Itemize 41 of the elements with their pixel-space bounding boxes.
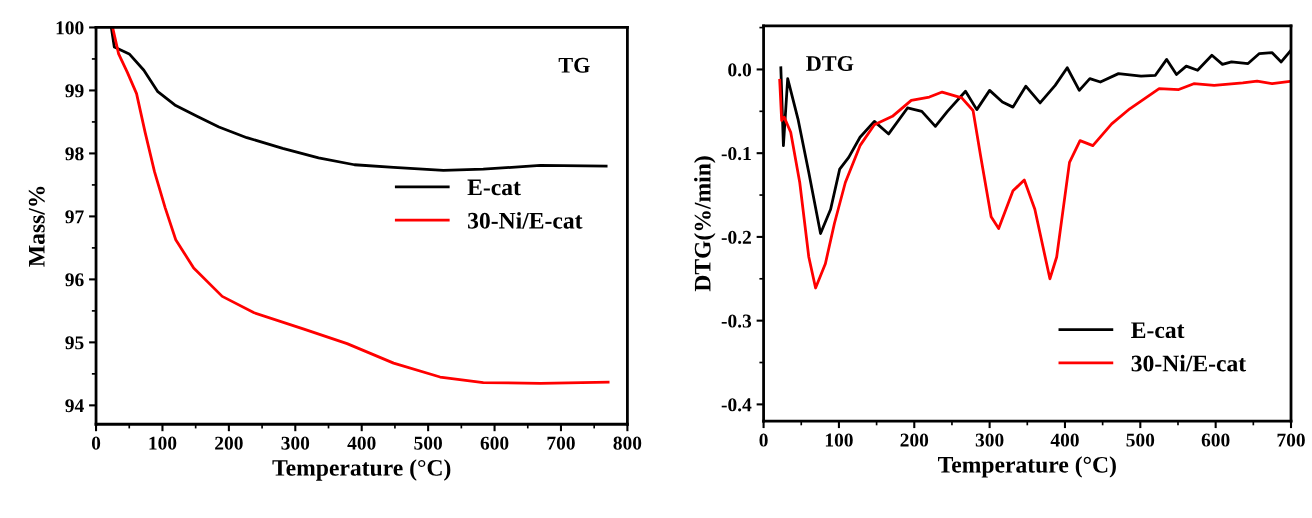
x-tick-label: 700 (1277, 433, 1305, 447)
y-axis-title: DTG(%/min) (694, 156, 716, 292)
x-tick-label: 200 (900, 433, 929, 447)
x-tick-label: 300 (281, 436, 310, 450)
x-tick-label: 800 (613, 436, 642, 450)
x-tick-label: 200 (215, 436, 243, 450)
x-tick-label: 100 (825, 433, 853, 447)
y-tick-label: 0.0 (728, 63, 752, 77)
x-tick-label: 600 (480, 436, 509, 450)
x-tick-label: 100 (149, 436, 177, 450)
x-tick-label: 500 (414, 436, 442, 450)
legend-label: 30-Ni/E-cat (468, 212, 583, 229)
y-tick-label: -0.2 (721, 230, 751, 244)
x-tick-label: 400 (347, 436, 376, 450)
y-tick-label: 94 (65, 399, 84, 413)
x-tick-label: 400 (1050, 433, 1079, 447)
y-tick-label: 96 (65, 273, 84, 287)
x-tick-label: 300 (975, 433, 1004, 447)
y-tick-label: 99 (65, 84, 84, 98)
line-series (778, 78, 1292, 290)
x-axis-title: Temperature (°C) (272, 459, 451, 481)
x-tick-label: 500 (1126, 433, 1155, 447)
y-tick-label: 98 (65, 147, 84, 161)
x-axis-title: Temperature (°C) (938, 456, 1116, 478)
y-tick-label: -0.3 (721, 314, 752, 328)
legend-label: 30-Ni/E-cat (1131, 354, 1247, 372)
legend-label: E-cat (467, 179, 521, 196)
y-tick-label: -0.4 (721, 398, 752, 412)
x-tick-label: 0 (91, 436, 101, 450)
y-axis-title: Mass/% (28, 186, 45, 267)
annotation: TG (558, 57, 590, 73)
legend-label: E-cat (1131, 322, 1185, 339)
y-tick-label: 97 (65, 210, 84, 224)
y-tick-label: -0.1 (721, 146, 751, 161)
line-series (111, 27, 610, 385)
y-tick-label: 100 (56, 21, 84, 35)
x-tick-label: 600 (1201, 433, 1230, 447)
y-tick-label: 95 (65, 336, 84, 350)
annotation: DTG (806, 56, 854, 71)
x-tick-label: 0 (759, 433, 768, 447)
x-tick-label: 700 (547, 436, 575, 450)
